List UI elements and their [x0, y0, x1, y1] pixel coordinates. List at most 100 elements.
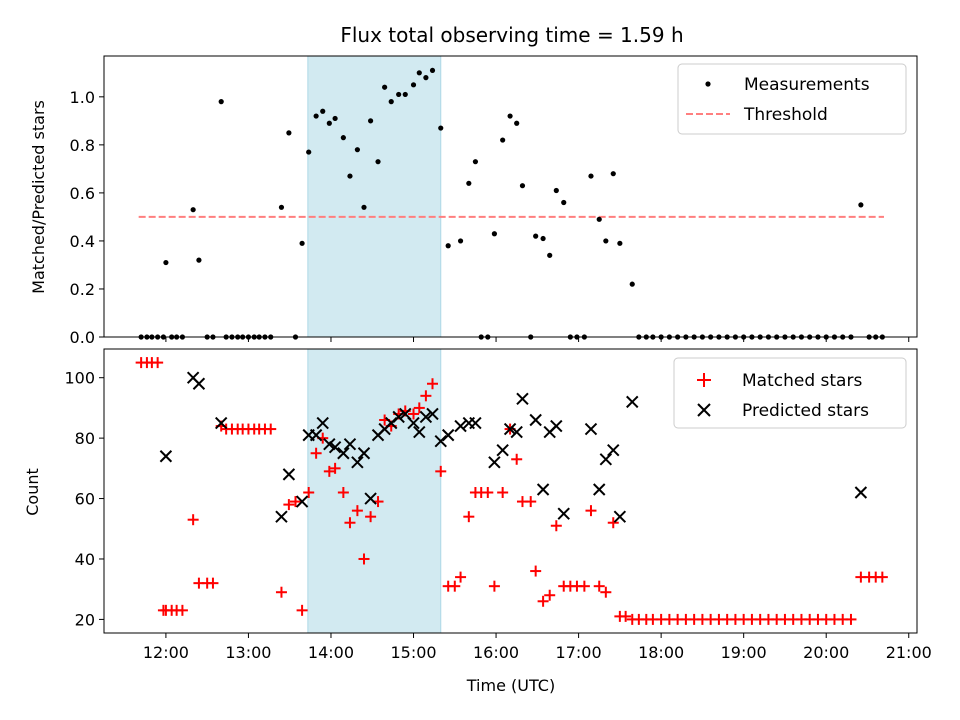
predicted-star-point — [469, 416, 482, 430]
measurement-point — [340, 135, 346, 141]
measurement-point — [396, 91, 402, 98]
predicted-star-point — [613, 510, 627, 523]
predicted-star-point — [364, 492, 377, 505]
predicted-star-point — [454, 419, 467, 433]
matched-star-point — [365, 511, 377, 523]
matched-star-point — [420, 390, 432, 402]
y-tick-label: 0.0 — [70, 328, 95, 347]
measurement-point — [388, 99, 394, 105]
predicted-star-point — [392, 410, 405, 424]
measurement-point — [561, 199, 567, 206]
predicted-star-point — [295, 495, 309, 508]
matched-star-point — [497, 487, 509, 499]
bottom-y-axis-label: Count — [23, 468, 42, 516]
measurement-point — [610, 171, 616, 177]
measurement-point — [320, 108, 326, 114]
matched-star-point — [544, 589, 556, 601]
measurement-point — [402, 91, 408, 98]
matched-star-point — [337, 487, 349, 499]
predicted-star-point — [426, 407, 439, 421]
matched-star-point — [463, 511, 475, 523]
predicted-star-point — [275, 510, 288, 523]
x-tick-label: 20:00 — [803, 643, 849, 662]
top-legend-box — [677, 63, 907, 135]
measurement-point — [429, 67, 436, 74]
top-y-ticks: 0.0 0.2 0.4 0.6 0.8 1.0 — [70, 88, 104, 347]
matched-star-point — [283, 499, 295, 511]
predicted-star-point — [282, 468, 296, 481]
matched-star-point — [176, 604, 188, 616]
measurement-point — [858, 202, 864, 208]
x-tick-label: 17:00 — [556, 643, 602, 662]
measurement-point — [472, 159, 479, 165]
matched-star-point — [511, 453, 523, 465]
bottom-legend: Matched stars Predicted stars — [673, 357, 907, 429]
predicted-star-point — [328, 440, 342, 454]
predicted-star-point — [407, 416, 420, 430]
x-tick-label: 13:00 — [225, 643, 271, 662]
bottom-x-ticks: 12:00 13:00 14:00 15:00 16:00 17:00 18:00 19:00… — [143, 633, 932, 662]
top-x-ticks — [165, 337, 910, 342]
measurement-point — [438, 125, 444, 131]
measurement-point — [361, 204, 367, 210]
matched-star-point — [323, 465, 335, 477]
legend-matched-label: Matched stars — [742, 371, 862, 391]
measurements-points — [138, 67, 885, 340]
bottom-panel: 20 40 60 80 100 12:00 13:00 14:00 15:00 16:00 17:… — [23, 348, 932, 695]
matched-star-point — [344, 517, 356, 529]
measurement-point — [218, 99, 224, 105]
matched-star-point — [329, 462, 341, 474]
predicted-star-point — [413, 425, 426, 439]
y-tick-label: 0.8 — [70, 136, 95, 155]
y-tick-label: 80 — [75, 429, 95, 448]
predicted-star-point — [510, 425, 523, 439]
measurement-point — [347, 173, 353, 179]
matched-star-point — [358, 553, 370, 565]
measurement-point — [445, 243, 451, 249]
measurement-point — [367, 118, 374, 124]
measurement-point — [375, 159, 381, 165]
matched-star-point — [187, 514, 199, 526]
predicted-star-point — [626, 395, 639, 409]
x-tick-label: 16:00 — [473, 643, 519, 662]
legend-measurements-marker — [705, 81, 711, 87]
measurement-point — [190, 207, 196, 213]
y-tick-label: 0.6 — [70, 184, 95, 203]
legend-matched-marker — [697, 373, 711, 387]
matched-star-point — [449, 580, 461, 592]
predicted-star-point — [503, 422, 517, 436]
y-tick-label: 60 — [75, 490, 95, 509]
predicted-star-point — [599, 453, 613, 466]
measurement-point — [306, 149, 312, 155]
measurement-point — [519, 183, 526, 189]
measurement-point — [332, 115, 338, 122]
matched-star-point — [435, 465, 447, 477]
measurement-point — [382, 84, 388, 90]
matched-star-point — [525, 496, 537, 508]
measurement-point — [286, 130, 292, 136]
matched-star-point — [413, 402, 425, 414]
x-tick-label: 19:00 — [721, 643, 767, 662]
measurement-point — [457, 238, 464, 244]
matched-star-point — [265, 423, 277, 435]
measurement-point — [596, 216, 602, 222]
predicted-star-point — [516, 392, 529, 406]
predicted-star-point — [529, 413, 542, 427]
predicted-star-point — [496, 444, 509, 457]
top-y-axis-label: Matched/Predicted stars — [29, 100, 48, 294]
matched-star-point — [427, 378, 439, 390]
matched-star-point — [876, 571, 888, 583]
matched-star-point — [408, 408, 420, 420]
matched-star-point — [289, 496, 301, 508]
matched-star-point — [530, 565, 542, 577]
matched-star-point — [488, 580, 500, 592]
predicted-star-point — [357, 447, 371, 460]
measurement-point — [313, 113, 319, 119]
predicted-star-point — [536, 483, 550, 496]
predicted-stars-points — [159, 371, 868, 523]
matched-star-point — [310, 447, 322, 459]
matched-star-point — [207, 577, 219, 589]
measurement-point — [299, 240, 305, 246]
measurement-point — [540, 235, 546, 242]
y-tick-label: 100 — [64, 369, 95, 388]
